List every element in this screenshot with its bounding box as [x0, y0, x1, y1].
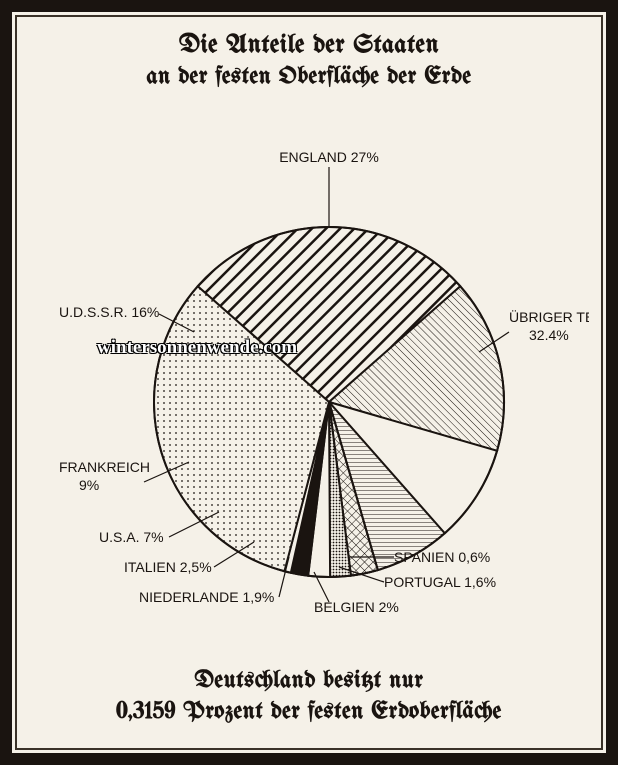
footer-block: Deutschland besitzt nur 0,3159 Prozent d… — [22, 669, 596, 725]
label-portugal: PORTUGAL 1,6% — [384, 574, 496, 590]
label-niederlande: NIEDERLANDE 1,9% — [139, 589, 274, 605]
title-block: Die Anteile der Staaten an der festen Ob… — [22, 32, 596, 90]
label-belgien: BELGIEN 2% — [314, 599, 399, 615]
footer-line-1: Deutschland besitzt nur — [22, 669, 596, 694]
label2-frankreich: 9% — [79, 477, 99, 493]
label-usa: U.S.A. 7% — [99, 529, 164, 545]
label2-uebriger: 32.4% — [529, 327, 569, 343]
label-udssr: U.D.S.S.R. 16% — [59, 304, 159, 320]
label-frankreich: FRANKREICH — [59, 459, 150, 475]
title-line-1: Die Anteile der Staaten — [22, 32, 596, 59]
page-frame: Die Anteile der Staaten an der festen Ob… — [0, 0, 618, 765]
label-england: ENGLAND 27% — [279, 149, 379, 165]
title-line-2: an der festen Oberfläche der Erde — [22, 65, 596, 90]
label-spanien: SPANIEN 0,6% — [394, 549, 490, 565]
pie-chart: ENGLAND 27% U.D.S.S.R. 16% FRANKREICH 9% U.S… — [29, 142, 589, 642]
footer-line-2: 0,3159 Prozent der festen Erdoberfläche — [22, 700, 596, 725]
page-content: Die Anteile der Staaten an der festen Ob… — [22, 22, 596, 743]
label-italien: ITALIEN 2,5% — [124, 559, 212, 575]
label-uebriger: ÜBRIGER TEIL — [509, 308, 589, 325]
pie-chart-svg: ENGLAND 27% U.D.S.S.R. 16% FRANKREICH 9% U.S… — [29, 142, 589, 642]
